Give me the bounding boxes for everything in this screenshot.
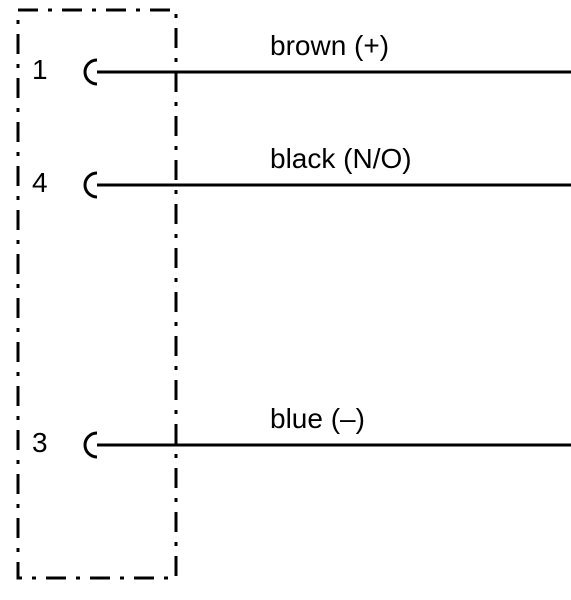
wire-label-1: brown (+) bbox=[270, 30, 389, 62]
connector-box bbox=[18, 10, 176, 578]
pin-number-3: 3 bbox=[32, 427, 48, 459]
pin-receptacle-1 bbox=[85, 60, 97, 84]
pin-receptacle-4 bbox=[85, 173, 97, 197]
pin-number-4: 4 bbox=[32, 167, 48, 199]
wire-label-4: black (N/O) bbox=[270, 143, 412, 175]
wire-label-3: blue (–) bbox=[270, 403, 365, 435]
pin-number-1: 1 bbox=[32, 54, 48, 86]
wiring-diagram: 1 brown (+) 4 black (N/O) 3 blue (–) bbox=[0, 0, 571, 600]
pin-receptacle-3 bbox=[85, 433, 97, 457]
diagram-svg bbox=[0, 0, 571, 600]
